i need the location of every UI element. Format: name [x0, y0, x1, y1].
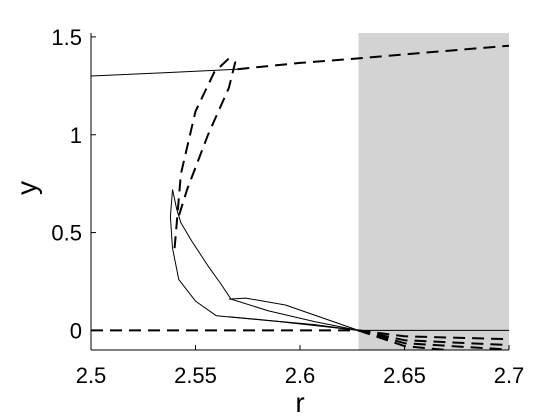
y-tick-label: 1.5 — [51, 25, 82, 50]
x-tick-label: 2.55 — [174, 363, 217, 388]
axes-layer: 2.5 2.55 2.6 2.65 2.7 0 0.5 1 1.5 — [51, 25, 524, 388]
series-dashed-line-10 — [358, 329, 509, 347]
y-tick-label: 0.5 — [51, 221, 82, 246]
y-axis-label: y — [11, 181, 42, 195]
y-tick-label: 0 — [70, 318, 82, 343]
x-tick-label: 2.5 — [76, 363, 107, 388]
series-solid-line-5 — [172, 189, 359, 331]
x-axis-label: r — [295, 387, 304, 418]
series-dashed-line-1 — [237, 44, 509, 71]
series-dashed-line-4 — [173, 57, 237, 249]
x-tick-label: 2.65 — [383, 363, 426, 388]
shaded-region-layer — [358, 33, 509, 350]
x-tick-label: 2.7 — [494, 363, 525, 388]
series-dashed-line-11 — [358, 329, 509, 350]
series-solid-line-0 — [91, 68, 238, 77]
series-solid-line-7 — [228, 297, 359, 331]
series-dashed-line-9 — [358, 329, 509, 341]
series-solid-line-8 — [228, 316, 359, 331]
y-tick-label: 1 — [70, 123, 82, 148]
shaded-region — [358, 33, 509, 350]
x-tick-label: 2.6 — [285, 363, 316, 388]
